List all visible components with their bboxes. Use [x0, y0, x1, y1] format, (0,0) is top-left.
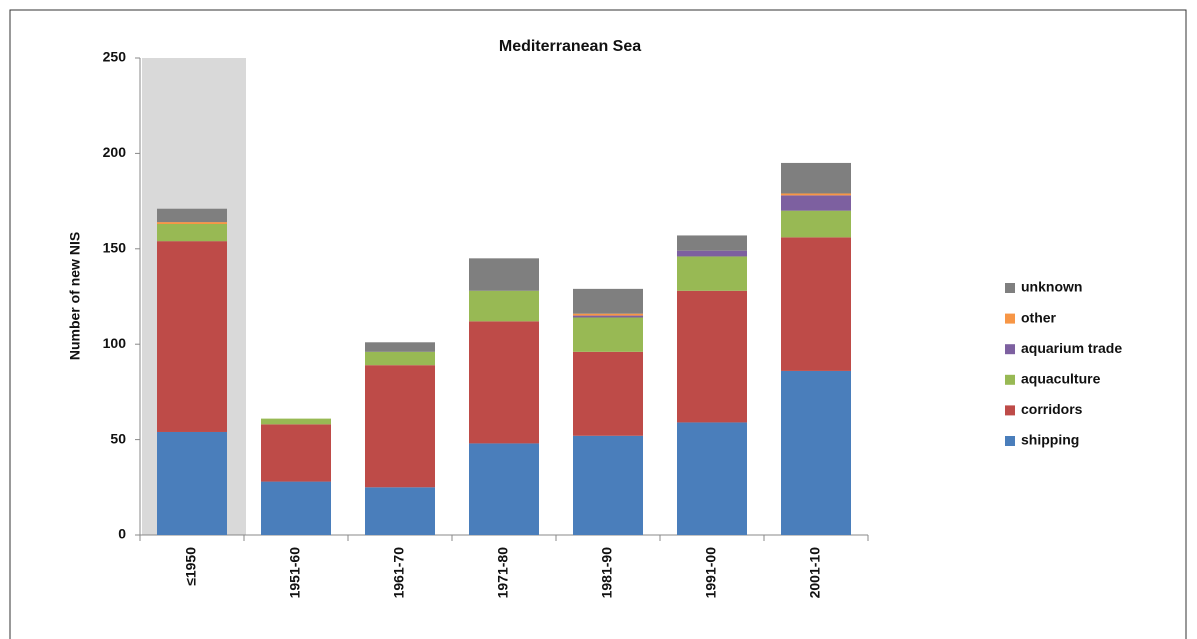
bar-segment: [573, 317, 643, 352]
bar-segment: [469, 321, 539, 444]
bar-segment: [365, 487, 435, 535]
frame: [9, 9, 1187, 639]
bar-segment: [677, 250, 747, 257]
bar-segment: [677, 235, 747, 251]
bar-segment: [781, 193, 851, 196]
bar-segment: [261, 424, 331, 482]
bar-segment: [677, 256, 747, 291]
bar-segment: [261, 418, 331, 425]
x-tick-label: 1971-80: [495, 547, 511, 599]
legend-label: corridors: [1021, 401, 1083, 417]
y-tick-label: 250: [103, 49, 127, 65]
bar-segment: [573, 288, 643, 314]
y-tick-label: 100: [103, 335, 127, 351]
bar-segment: [157, 431, 227, 535]
x-tick-label: 1961-70: [391, 547, 407, 599]
x-tick-label: 1981-90: [599, 547, 615, 599]
legend-swatch: [1005, 374, 1015, 385]
bar-segment: [157, 222, 227, 224]
x-tick-label: 1951-60: [287, 547, 303, 599]
bar-segment: [157, 241, 227, 432]
legend-swatch: [1005, 405, 1015, 416]
bar-segment: [781, 370, 851, 535]
bar-segment: [677, 290, 747, 423]
chart-title: Mediterranean Sea: [499, 38, 641, 55]
bar-segment: [573, 315, 643, 318]
legend-label: aquaculture: [1021, 371, 1101, 387]
x-tick-label: 2001-10: [807, 547, 823, 599]
bar-segment: [781, 162, 851, 194]
y-tick-label: 150: [103, 240, 127, 256]
bar-segment: [781, 210, 851, 238]
bar-segment: [469, 290, 539, 322]
legend-label: unknown: [1021, 279, 1082, 295]
legend-swatch: [1005, 344, 1015, 355]
x-tick-label: ≤1950: [183, 547, 199, 586]
bar-segment: [573, 313, 643, 316]
bar-segment: [157, 223, 227, 242]
legend-swatch: [1005, 436, 1015, 446]
legend-swatch: [1005, 283, 1015, 293]
legend-label: other: [1021, 309, 1057, 325]
x-tick-label: 1991-00: [703, 547, 719, 599]
bar-segment: [469, 443, 539, 535]
bar-segment: [365, 342, 435, 352]
legend-label: shipping: [1021, 432, 1079, 448]
bar-segment: [469, 258, 539, 291]
y-axis-label: Number of new NIS: [67, 232, 83, 360]
bar-segment: [573, 435, 643, 535]
bar-segment: [781, 195, 851, 211]
bar-segment: [573, 351, 643, 436]
bar-segment: [677, 422, 747, 535]
legend-swatch: [1005, 313, 1015, 324]
bar-segment: [365, 351, 435, 366]
bar-segment: [261, 481, 331, 535]
bar-segment: [365, 365, 435, 488]
bar-segment: [157, 208, 227, 223]
legend-label: aquarium trade: [1021, 340, 1122, 356]
y-tick-label: 0: [118, 526, 126, 542]
y-tick-label: 200: [103, 144, 127, 160]
y-tick-label: 50: [110, 430, 126, 446]
bar-segment: [781, 237, 851, 371]
